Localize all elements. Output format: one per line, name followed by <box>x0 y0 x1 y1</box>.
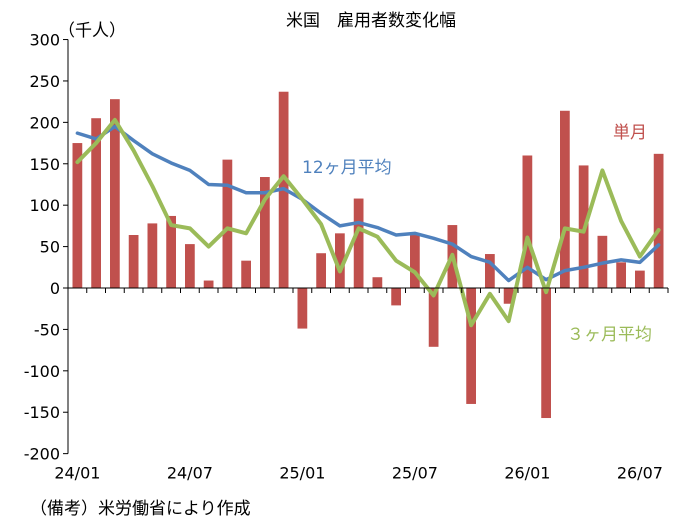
bar-monthly <box>166 215 176 288</box>
bar-monthly <box>391 288 401 306</box>
series-label-12m-avg: 12ヶ月平均 <box>302 158 392 178</box>
series-label-monthly: 単月 <box>613 123 647 143</box>
bar-monthly <box>297 288 308 329</box>
y-tick-label: 100 <box>29 196 60 215</box>
x-tick-label: 25/01 <box>279 464 325 483</box>
bar-monthly <box>241 260 251 288</box>
y-tick-label: 300 <box>29 31 60 50</box>
y-tick-label: -50 <box>34 320 60 339</box>
bar-monthly <box>560 110 570 289</box>
line-3m-average <box>75 117 661 328</box>
y-tick-label: -150 <box>24 403 60 422</box>
bar-monthly <box>91 118 101 288</box>
bar-monthly <box>353 198 364 288</box>
bars-layer <box>72 91 664 419</box>
bar-monthly <box>616 262 626 288</box>
bar-monthly <box>428 288 439 347</box>
bar-monthly <box>260 177 270 288</box>
y-unit-label: （千人） <box>58 21 126 41</box>
bar-monthly <box>522 155 533 288</box>
bar-monthly <box>372 277 383 288</box>
bar-monthly <box>147 223 158 288</box>
bar-monthly <box>335 233 345 288</box>
series-label-3m-avg: ３ヶ月平均 <box>567 325 652 345</box>
bar-monthly <box>185 244 195 288</box>
y-tick-label: -200 <box>24 445 60 464</box>
x-tick-label: 26/07 <box>617 464 663 483</box>
line-12m-average <box>75 124 661 283</box>
x-tick-label: 26/01 <box>504 464 550 483</box>
y-tick-label: -100 <box>24 362 60 381</box>
bar-monthly <box>485 254 495 288</box>
bar-monthly <box>541 288 551 419</box>
y-tick-label: 150 <box>29 155 60 174</box>
bar-monthly <box>410 233 420 288</box>
y-tick-label: 200 <box>29 113 60 132</box>
x-tick-label: 24/07 <box>167 464 213 483</box>
bar-monthly <box>222 159 233 288</box>
x-tick-label: 25/07 <box>392 464 438 483</box>
x-tick-label: 24/01 <box>54 464 100 483</box>
bar-monthly <box>466 288 476 404</box>
bar-monthly <box>503 288 514 304</box>
bar-monthly <box>72 143 83 288</box>
bar-monthly <box>635 270 645 288</box>
axes-layer <box>67 39 668 454</box>
chart-title: 米国 雇用者数変化幅 <box>286 11 456 31</box>
y-tick-label: 50 <box>40 238 60 257</box>
lines-layer <box>75 117 661 328</box>
bar-monthly <box>203 280 214 288</box>
y-tick-label: 250 <box>29 72 60 91</box>
source-note: （備考）米労働省により作成 <box>30 499 251 519</box>
y-tick-label: 0 <box>50 279 60 298</box>
bar-monthly <box>316 253 326 288</box>
bar-monthly <box>128 235 139 288</box>
bar-monthly <box>110 99 120 288</box>
bar-monthly <box>653 153 664 288</box>
